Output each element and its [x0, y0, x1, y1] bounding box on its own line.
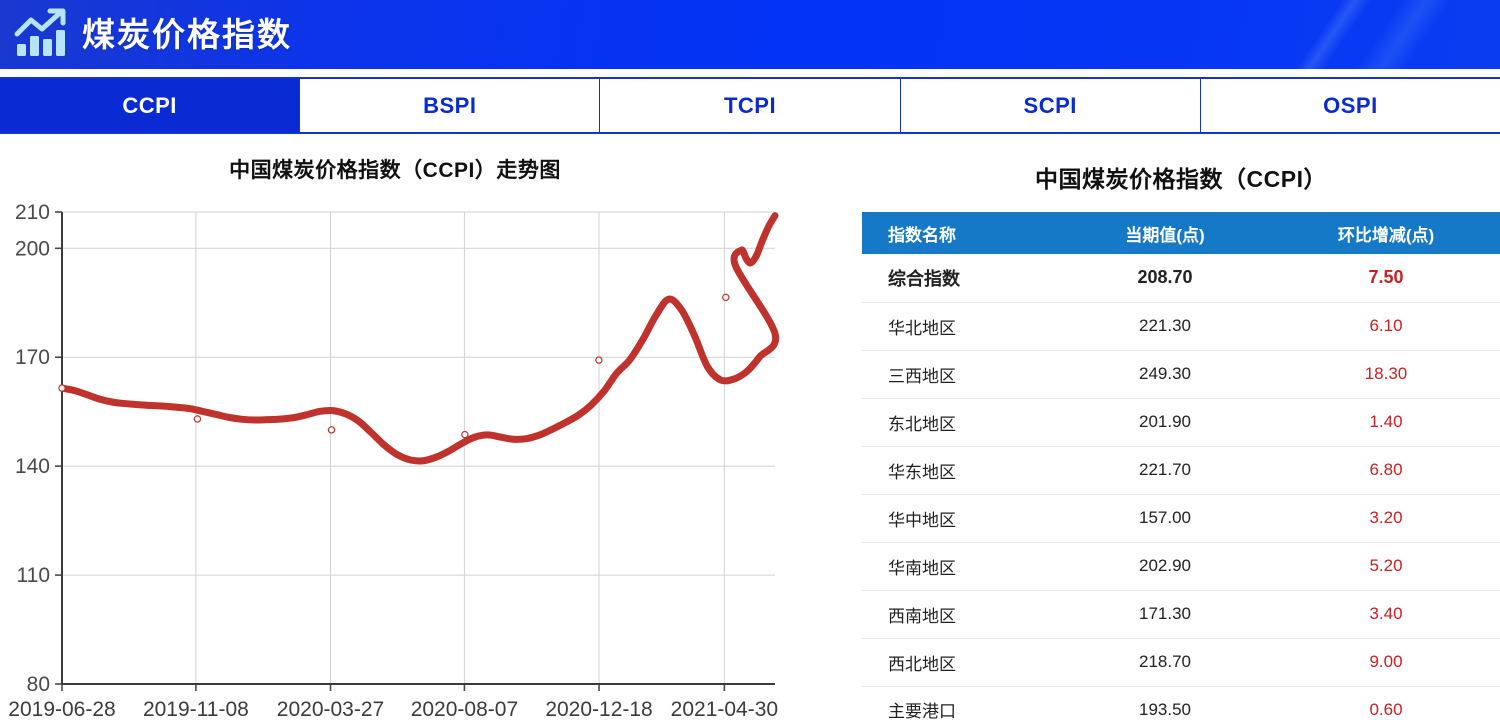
cell-index-name: 西北地区	[862, 638, 1058, 687]
cell-current-value: 171.30	[1058, 590, 1272, 639]
table-header-row: 指数名称 当期值(点) 环比增减(点)	[862, 212, 1500, 254]
cell-index-name: 西南地区	[862, 590, 1058, 639]
cell-index-name: 东北地区	[862, 398, 1058, 447]
y-tick-label: 140	[15, 455, 50, 478]
brand: 煤炭价格指数	[14, 6, 292, 62]
y-tick-label: 200	[15, 237, 50, 260]
tab-ospi-label: OSPI	[1323, 92, 1378, 118]
x-tick-label: 2021-04-30	[671, 698, 778, 720]
x-tick-label: 2020-12-18	[545, 698, 652, 720]
cell-change: 6.80	[1272, 446, 1500, 495]
cell-change: 3.20	[1272, 494, 1500, 543]
ccpi-line-series	[58, 212, 780, 465]
table-row: 主要港口 193.50 0.60	[862, 686, 1500, 727]
cell-current-value: 201.90	[1058, 398, 1272, 447]
cell-index-name: 综合指数	[862, 254, 1058, 303]
cell-index-name: 华东地区	[862, 446, 1058, 495]
ccpi-trend-chart[interactable]: 80 110 140 170 200 210 2019-06-28 2019-11-08 202…	[0, 200, 800, 720]
table-row: 华东地区 221.70 6.80	[862, 446, 1500, 495]
cell-change: 7.50	[1272, 254, 1500, 303]
cell-index-name: 三西地区	[862, 350, 1058, 399]
table-row: 三西地区 249.30 18.30	[862, 350, 1500, 399]
app-header: 煤炭价格指数	[0, 0, 1500, 69]
cell-current-value: 218.70	[1058, 638, 1272, 687]
x-tick-label: 2020-08-07	[411, 698, 518, 720]
tab-ccpi[interactable]: CCPI	[0, 79, 300, 132]
cell-change: 18.30	[1272, 350, 1500, 399]
table-title: 中国煤炭价格指数（CCPI）	[1035, 166, 1327, 192]
tab-tcpi[interactable]: TCPI	[599, 79, 900, 132]
data-point-marker[interactable]	[722, 293, 730, 302]
cell-index-name: 主要港口	[862, 686, 1058, 727]
table-row: 华中地区 157.00 3.20	[862, 494, 1500, 543]
ccpi-table-panel: 中国煤炭价格指数（CCPI） 指数名称 当期值(点) 环比增减(点) 综合指数 2…	[862, 140, 1500, 727]
table-head: 指数名称 当期值(点) 环比增减(点)	[862, 212, 1500, 254]
header-light-streak-2	[1229, 0, 1500, 69]
cell-index-name: 华南地区	[862, 542, 1058, 591]
cell-current-value: 193.50	[1058, 686, 1272, 727]
data-point-marker[interactable]	[461, 430, 469, 439]
cell-change: 3.40	[1272, 590, 1500, 639]
cell-change: 5.20	[1272, 542, 1500, 591]
y-tick-label: 170	[15, 346, 50, 369]
cell-current-value: 221.70	[1058, 446, 1272, 495]
cell-change: 0.60	[1272, 686, 1500, 727]
tab-ccpi-label: CCPI	[122, 92, 177, 118]
cell-change: 1.40	[1272, 398, 1500, 447]
col-header-name: 指数名称	[862, 212, 1058, 254]
y-tick-label: 80	[27, 673, 50, 696]
table-row: 华南地区 202.90 5.20	[862, 542, 1500, 591]
col-header-value: 当期值(点)	[1058, 212, 1272, 254]
y-tick-label: 110	[17, 564, 50, 587]
index-tabs: CCPI BSPI TCPI SCPI OSPI	[0, 77, 1500, 134]
tab-bspi-label: BSPI	[423, 92, 477, 118]
data-point-marker[interactable]	[193, 415, 202, 423]
chart-title: 中国煤炭价格指数（CCPI）走势图	[229, 159, 561, 182]
tab-tcpi-label: TCPI	[723, 92, 777, 118]
app-title: 煤炭价格指数	[82, 15, 292, 53]
cell-current-value: 208.70	[1058, 254, 1272, 303]
data-point-marker[interactable]	[327, 426, 336, 434]
cell-current-value: 221.30	[1058, 302, 1272, 351]
cell-change: 9.00	[1272, 638, 1500, 687]
tab-scpi-label: SCPI	[1023, 92, 1077, 118]
x-tick-label: 2019-11-08	[143, 698, 249, 720]
col-header-change: 环比增减(点)	[1272, 212, 1500, 254]
table-row: 综合指数 208.70 7.50	[862, 254, 1500, 303]
table-row: 东北地区 201.90 1.40	[862, 398, 1500, 447]
cell-current-value: 202.90	[1058, 542, 1272, 591]
x-tick-label: 2019-06-28	[8, 698, 115, 720]
header-light-streak	[1175, 0, 1475, 69]
cell-index-name: 华北地区	[862, 302, 1058, 351]
chart-canvas: 80 110 140 170 200 210 2019-06-28 2019-11-08 202…	[8, 201, 780, 720]
data-point-marker[interactable]	[595, 356, 603, 364]
tab-bspi[interactable]: BSPI	[299, 79, 600, 132]
table-row: 西南地区 171.30 3.40	[862, 590, 1500, 639]
data-point-marker[interactable]	[58, 384, 66, 392]
y-tick-label: 210	[15, 201, 50, 224]
cell-current-value: 249.30	[1058, 350, 1272, 399]
ccpi-index-table: 指数名称 当期值(点) 环比增减(点) 综合指数 208.70 7.50 华北地区 22…	[862, 212, 1500, 727]
x-tick-label: 2020-03-27	[277, 698, 384, 720]
cell-index-name: 华中地区	[862, 494, 1058, 543]
tab-ospi[interactable]: OSPI	[1199, 79, 1500, 132]
table-body: 综合指数 208.70 7.50 华北地区 221.30 6.10 三西地区 249.30 18…	[862, 254, 1500, 727]
table-row: 西北地区 218.70 9.00	[862, 638, 1500, 687]
tab-scpi[interactable]: SCPI	[899, 79, 1200, 132]
cell-change: 6.10	[1272, 302, 1500, 351]
ccpi-chart-panel: 中国煤炭价格指数（CCPI）走势图 80 110 140 170 200 210 2019-…	[0, 140, 845, 727]
bar-chart-uptrend-icon	[14, 8, 70, 60]
cell-current-value: 157.00	[1058, 494, 1272, 543]
table-row: 华北地区 221.30 6.10	[862, 302, 1500, 351]
